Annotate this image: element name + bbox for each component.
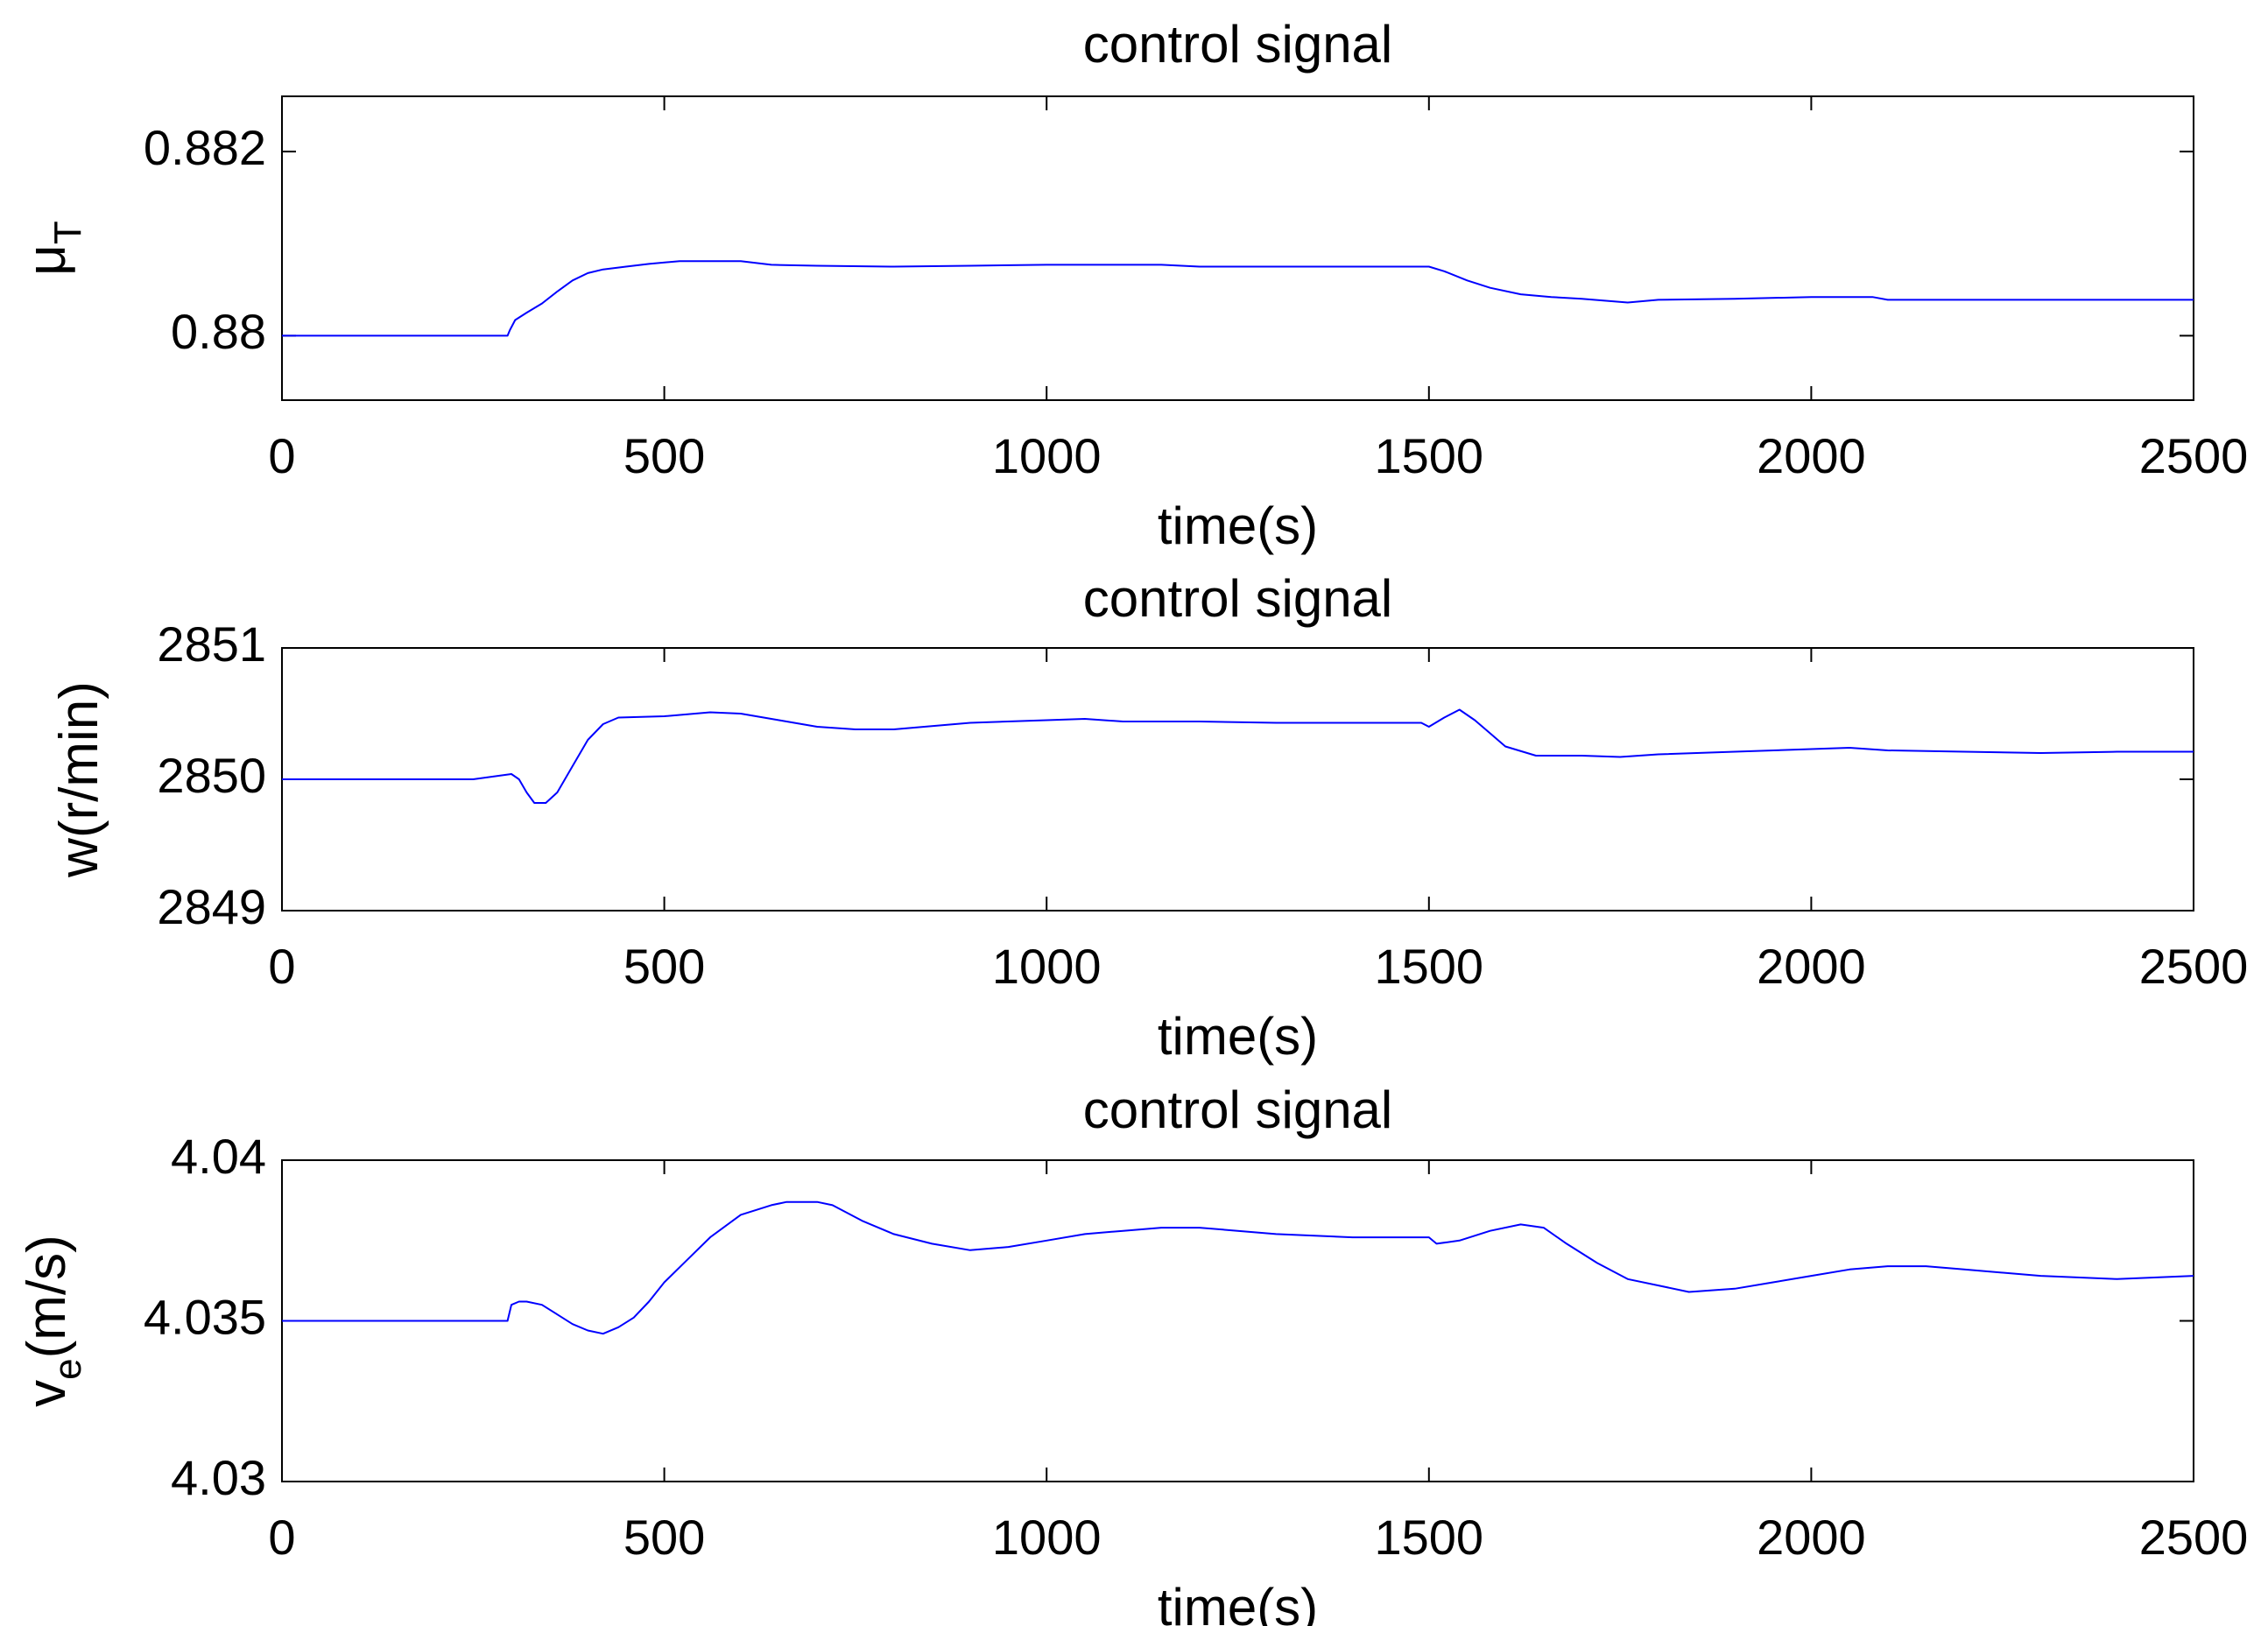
y-tick-label: 4.035	[144, 1289, 266, 1344]
y-tick-label: 2850	[157, 748, 266, 803]
y-axis-label: ve(m/s)	[17, 1235, 88, 1407]
x-axis-label: time(s)	[1158, 1007, 1318, 1066]
x-axis-label: time(s)	[1158, 496, 1318, 555]
y-tick-label: 0.88	[171, 304, 266, 359]
x-tick-label: 500	[623, 939, 705, 994]
y-tick-label: 4.04	[171, 1129, 266, 1184]
y-axis-label: w(r/min)	[49, 681, 109, 878]
plot-area-frame	[281, 95, 2194, 401]
x-tick-label: 2000	[1757, 1510, 1866, 1565]
x-tick-label: 500	[623, 428, 705, 483]
y-axis-label-main: v	[17, 1380, 77, 1407]
x-tick-label: 2000	[1757, 939, 1866, 994]
x-tick-label: 1000	[992, 939, 1102, 994]
x-tick-label: 1000	[992, 1510, 1102, 1565]
series-line	[282, 1200, 2194, 1335]
y-tick-label: 4.03	[171, 1450, 266, 1505]
y-axis-label-subscript: T	[46, 221, 89, 244]
panel-3: control signal 0 500 1000 1500 2000 2500 4.03 4.…	[17, 1080, 2248, 1626]
x-tick-label: 0	[268, 428, 295, 483]
x-tick-label: 2500	[2139, 939, 2249, 994]
x-tick-label: 1000	[992, 428, 1102, 483]
x-tick-label: 1500	[1375, 939, 1484, 994]
y-axis-label: μT	[17, 221, 88, 276]
x-tick-label: 0	[268, 1510, 295, 1565]
x-tick-label: 1500	[1375, 1510, 1484, 1565]
x-tick-label: 500	[623, 1510, 705, 1565]
x-tick-label: 0	[268, 939, 295, 994]
x-tick-label: 2500	[2139, 428, 2249, 483]
y-tick-label: 0.882	[144, 120, 266, 175]
y-axis-label-main: μ	[17, 244, 77, 276]
chart-title: control signal	[1083, 569, 1393, 628]
chart-title: control signal	[1083, 15, 1393, 74]
y-axis-label-subscript: e	[46, 1358, 89, 1379]
chart-title: control signal	[1083, 1080, 1393, 1139]
y-tick-label: 2849	[157, 879, 266, 934]
y-axis-label-main: w(r/min)	[49, 681, 109, 878]
x-tick-label: 1500	[1375, 428, 1484, 483]
x-axis-label: time(s)	[1158, 1578, 1318, 1626]
series-line	[282, 708, 2194, 804]
panel-2: control signal 0 500 1000 1500 2000 2500 2849 28…	[49, 569, 2248, 1066]
panel-1: control signal 0 500 1000 1500 2000 2500 0.88 0.…	[17, 15, 2248, 555]
plot-area-frame	[281, 647, 2194, 912]
y-axis-label-suffix: (m/s)	[17, 1235, 77, 1358]
x-tick-label: 2500	[2139, 1510, 2249, 1565]
series-line	[282, 260, 2194, 337]
y-tick-label: 2851	[157, 616, 266, 672]
x-tick-label: 2000	[1757, 428, 1866, 483]
